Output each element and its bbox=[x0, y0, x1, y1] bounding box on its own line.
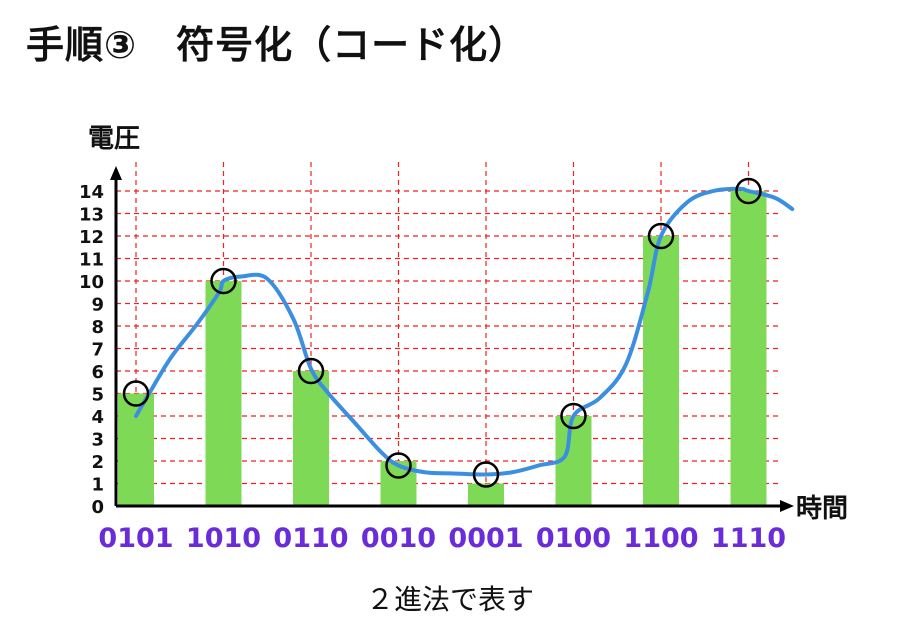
code-label: 1110 bbox=[711, 523, 786, 554]
sample-markers bbox=[122, 177, 762, 488]
y-tick-label: 10 bbox=[79, 272, 104, 293]
y-tick-label: 4 bbox=[91, 407, 104, 428]
y-tick-label: 8 bbox=[91, 317, 104, 338]
sample-marker bbox=[385, 452, 412, 479]
code-label: 0101 bbox=[98, 523, 173, 554]
sample-marker bbox=[647, 222, 675, 250]
bar bbox=[293, 371, 329, 506]
caption: ２進法で表す bbox=[365, 583, 534, 616]
sample-marker bbox=[735, 177, 762, 205]
y-axis-label: 電圧 bbox=[88, 124, 140, 154]
code-label: 1100 bbox=[623, 523, 698, 554]
code-label: 0110 bbox=[273, 523, 348, 554]
sample-marker bbox=[122, 380, 150, 407]
y-tick-label: 12 bbox=[79, 227, 104, 248]
bar bbox=[730, 191, 767, 506]
code-label: 0010 bbox=[361, 523, 436, 554]
y-tick-label: 1 bbox=[91, 475, 104, 496]
y-tick-label: 11 bbox=[79, 250, 104, 271]
page-title: 手順③ 符号化（コード化） bbox=[26, 23, 528, 67]
x-axis-arrow-icon bbox=[780, 500, 794, 512]
y-tick-label: 13 bbox=[79, 205, 104, 226]
y-tick-label: 2 bbox=[91, 452, 104, 473]
sample-marker bbox=[297, 357, 325, 385]
code-label: 1010 bbox=[186, 523, 261, 554]
code-labels: 0101 1010 0110 0010 0001 0100 1100 1110 bbox=[98, 523, 786, 554]
y-tick-label: 3 bbox=[91, 430, 104, 451]
sample-marker bbox=[472, 461, 500, 488]
code-label: 0001 bbox=[448, 523, 523, 554]
code-label: 0100 bbox=[536, 523, 611, 554]
y-tick-label: 5 bbox=[91, 385, 104, 406]
y-axis-arrow-icon bbox=[110, 166, 122, 180]
y-tick-label: 0 bbox=[91, 497, 104, 518]
sample-marker bbox=[560, 402, 587, 430]
y-tick-label: 7 bbox=[91, 340, 104, 361]
voltage-curve bbox=[134, 186, 795, 477]
bar bbox=[205, 281, 242, 506]
bar bbox=[118, 393, 154, 506]
sample-marker bbox=[210, 267, 237, 295]
y-tick-label: 9 bbox=[91, 295, 104, 316]
x-axis-label: 時間 bbox=[796, 494, 848, 524]
bar bbox=[643, 236, 679, 506]
y-tick-label: 6 bbox=[91, 362, 104, 383]
axes bbox=[110, 166, 794, 512]
y-tick-label: 14 bbox=[79, 182, 104, 203]
bar bbox=[468, 483, 504, 506]
